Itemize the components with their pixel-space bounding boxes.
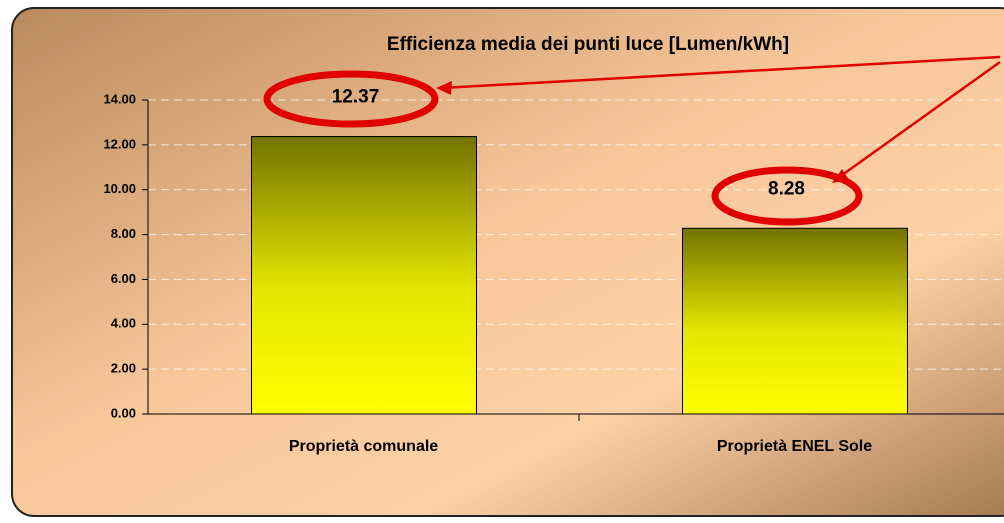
y-tick-label: 6.00 — [111, 271, 136, 286]
arrow — [837, 60, 1001, 180]
chart-title: Efficienza media dei punti luce [Lumen/k… — [387, 34, 789, 55]
y-tick-label: 0.00 — [111, 405, 136, 420]
y-tick-label: 2.00 — [111, 361, 136, 376]
data-label: 8.28 — [768, 178, 805, 199]
arrow — [441, 55, 1001, 90]
annotations — [263, 55, 1001, 226]
y-tick-label: 4.00 — [111, 316, 136, 331]
bar — [682, 227, 908, 415]
highlight-ellipse — [711, 166, 863, 226]
arrowhead — [832, 169, 849, 183]
y-tick-label: 10.00 — [103, 181, 136, 196]
y-tick-label: 8.00 — [111, 226, 136, 241]
data-label: 12.37 — [332, 87, 380, 108]
highlight-ellipse — [263, 70, 439, 128]
y-tick-label: 14.00 — [103, 91, 136, 106]
bar — [251, 136, 477, 415]
y-tick-label: 12.00 — [103, 136, 136, 151]
x-tick-label: Proprietà ENEL Sole — [717, 438, 872, 455]
arrowhead — [436, 81, 452, 95]
x-tick-label: Proprietà comunale — [289, 438, 438, 455]
